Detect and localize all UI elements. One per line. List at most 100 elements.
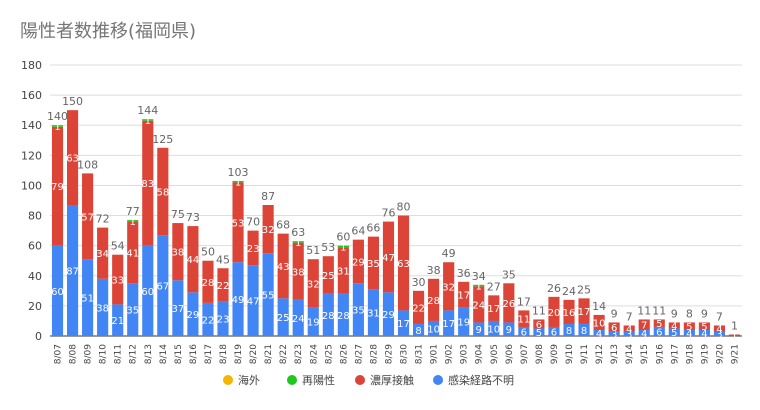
y-tick-label: 80 <box>28 210 42 223</box>
bar-segment-close_contact <box>533 319 545 329</box>
total-label: 103 <box>228 166 249 179</box>
chart-title: 陽性者数推移(福岡県) <box>20 21 196 42</box>
bar-segment-repositive <box>127 220 139 222</box>
segment-value-label: 32 <box>442 282 455 293</box>
segment-value-label: 51 <box>81 294 94 305</box>
segment-value-label: 1 <box>295 238 301 249</box>
bar-segment-unknown <box>367 289 380 336</box>
total-label: 1 <box>731 319 738 332</box>
total-label: 68 <box>276 219 290 232</box>
segment-value-label: 6 <box>536 320 542 331</box>
x-tick-label: 8/14 <box>159 344 169 364</box>
legend-swatch <box>433 375 443 385</box>
bar-segment-unknown <box>503 322 515 336</box>
segment-value-label: 24 <box>292 314 305 325</box>
bar-segment-unknown <box>578 323 590 336</box>
bar-group-9-21: 11 <box>728 319 741 342</box>
x-tick-label: 9/03 <box>460 344 470 364</box>
bar-segment-unknown <box>653 326 665 336</box>
legend-item-repositive: 再陽性 <box>287 373 335 387</box>
bar-segment-close_contact <box>458 281 470 308</box>
segment-value-label: 20 <box>548 308 561 319</box>
segment-value-label: 63 <box>397 259 410 270</box>
segment-value-label: 63 <box>66 154 79 165</box>
segment-value-label: 28 <box>322 311 335 322</box>
segment-value-label: 22 <box>202 315 215 326</box>
bar-group-9-13: 36 9 <box>608 307 620 341</box>
total-label: 125 <box>152 133 173 146</box>
legend-label: 濃厚接触 <box>370 373 414 387</box>
bar-segment-close_contact <box>277 233 289 299</box>
bar-group-8-26: 28 31 160 <box>336 231 350 336</box>
bar-group-9-01: 10 28 38 <box>427 264 441 336</box>
bar-segment-close_contact <box>157 147 169 236</box>
bar-segment-close_contact <box>352 239 364 284</box>
bar-segment-close_contact <box>202 260 214 303</box>
total-label: 14 <box>592 300 606 313</box>
segment-value-label: 4 <box>626 324 632 335</box>
x-tick-label: 8/24 <box>309 344 319 364</box>
bar-group-8-08: 87 63 150 <box>62 95 83 336</box>
bar-group-9-10: 8 16 24 <box>562 285 576 337</box>
x-tick-label: 9/08 <box>535 344 545 364</box>
x-tick-label: 8/18 <box>219 344 229 364</box>
bar-group-9-18: 45 8 <box>683 307 695 340</box>
y-tick-label: 160 <box>21 89 42 102</box>
bar-segment-unknown <box>142 245 154 336</box>
bar-segment-close_contact <box>623 325 635 332</box>
bar-group-8-22: 25 43 68 <box>276 219 290 336</box>
x-tick-label: 9/10 <box>565 344 575 364</box>
legend-swatch <box>223 375 233 385</box>
segment-value-label: 53 <box>232 218 245 229</box>
bar-group-9-20: 347 <box>713 310 726 341</box>
total-label: 140 <box>47 110 68 123</box>
total-label: 70 <box>246 216 260 229</box>
y-tick-label: 140 <box>21 119 42 132</box>
x-tick-label: 9/05 <box>490 344 500 364</box>
segment-value-label: 22 <box>217 281 230 292</box>
x-tick-label: 8/28 <box>369 344 379 364</box>
bar-segment-unknown <box>97 278 109 336</box>
bar-segment-unknown <box>277 298 289 336</box>
bar-group-8-09: 51 57 108 <box>77 158 98 336</box>
bar-segment-unknown <box>187 292 199 336</box>
x-tick-label: 9/16 <box>655 344 665 364</box>
segment-value-label: 1 <box>130 217 136 228</box>
segment-value-label: 5 <box>656 319 662 330</box>
bar-segment-close_contact <box>713 325 726 332</box>
bar-group-9-04: 9 24 134 <box>472 270 486 336</box>
x-tick-label: 8/26 <box>339 344 349 364</box>
bar-segment-close_contact <box>172 223 184 281</box>
bar-segment-close_contact <box>112 254 124 305</box>
segment-value-label: 3 <box>611 330 617 341</box>
x-tick-label: 9/17 <box>670 344 680 364</box>
segment-value-label: 8 <box>581 326 587 337</box>
x-tick-label: 9/01 <box>430 344 440 364</box>
segment-value-label: 22 <box>412 303 425 314</box>
segment-value-label: 44 <box>187 255 200 266</box>
bar-segment-close_contact <box>473 286 485 323</box>
segment-value-label: 17 <box>397 319 410 330</box>
bar-segment-unknown <box>563 323 575 336</box>
x-tick-label: 8/07 <box>54 344 64 364</box>
total-label: 75 <box>171 208 185 221</box>
segment-value-label: 87 <box>66 267 79 278</box>
segment-value-label: 32 <box>262 225 275 236</box>
bar-group-9-05: 10 17 27 <box>487 280 501 336</box>
legend-item-overseas: 海外 <box>223 373 260 387</box>
bar-group-8-10: 38 34 72 <box>96 213 110 336</box>
bar-segment-unknown <box>683 329 695 336</box>
legend: 海外 再陽性 濃厚接触 感染経路不明 <box>223 373 514 387</box>
bar-segment-unknown <box>533 328 545 336</box>
x-tick-label: 9/20 <box>715 344 725 364</box>
y-tick-label: 120 <box>21 149 42 162</box>
x-tick-label: 8/22 <box>279 344 289 364</box>
bar-segment-repositive <box>292 241 304 243</box>
bar-segment-unknown <box>623 331 635 336</box>
x-tick-label: 8/13 <box>144 344 154 364</box>
segment-value-label: 38 <box>292 267 305 278</box>
bar-segment-close_contact <box>548 296 560 327</box>
segment-value-label: 29 <box>352 257 365 268</box>
segment-value-label: 4 <box>686 329 692 340</box>
bar-segment-close_contact <box>728 334 741 336</box>
